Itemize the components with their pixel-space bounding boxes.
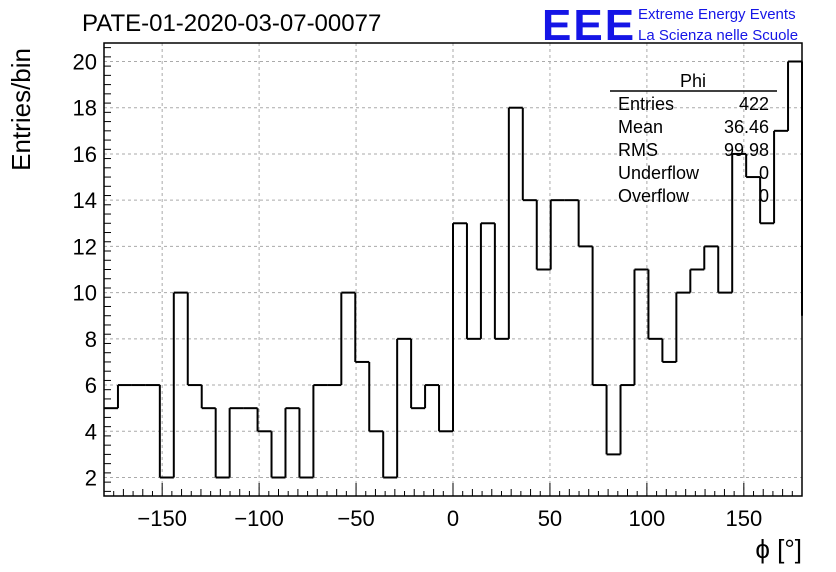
stats-value: 0 — [759, 163, 769, 183]
x-tick-label: −150 — [137, 506, 187, 531]
y-tick-label: 12 — [73, 234, 97, 259]
x-tick-label: 150 — [725, 506, 762, 531]
logo-line1: Extreme Energy Events — [638, 6, 796, 23]
y-tick-label: 6 — [85, 373, 97, 398]
x-tick-label: 50 — [538, 506, 562, 531]
stats-value: 422 — [739, 94, 769, 114]
y-tick-label: 20 — [73, 49, 97, 74]
x-tick-label: −50 — [337, 506, 374, 531]
stats-rows: Entries 422 Mean 36.46 RMS 99.98 Underflow 0 Ove… — [618, 94, 769, 206]
stats-value: 36.46 — [724, 117, 769, 137]
x-axis-title: ϕ [°] — [755, 534, 802, 564]
x-tick-label: 0 — [447, 506, 459, 531]
y-tick-label: 10 — [73, 281, 97, 306]
y-tick-label: 2 — [85, 466, 97, 491]
stats-label: Underflow — [618, 163, 700, 183]
stats-label: Entries — [618, 94, 674, 114]
chart-title: PATE-01-2020-03-07-00077 — [82, 10, 381, 37]
stats-box: Phi Entries 422 Mean 36.46 RMS 99.98 Underflow… — [610, 71, 777, 206]
x-tick-label: 100 — [629, 506, 666, 531]
logo-line2: La Scienza nelle Scuole — [638, 27, 798, 44]
y-tick-label: 18 — [73, 96, 97, 121]
y-tick-label: 4 — [85, 419, 97, 444]
x-tick-label: −100 — [234, 506, 284, 531]
axis-ticks — [104, 47, 793, 496]
stats-box-name: Phi — [680, 71, 706, 91]
histogram-series — [104, 60, 803, 479]
y-tick-label: 8 — [85, 327, 97, 352]
y-tick-label: 14 — [73, 188, 97, 213]
stats-label: RMS — [618, 140, 658, 160]
y-tick-label: 16 — [73, 142, 97, 167]
stats-value: 0 — [759, 186, 769, 206]
stats-label: Mean — [618, 117, 663, 137]
stats-label: Overflow — [618, 186, 690, 206]
logo: EEE Extreme Energy Events La Scienza nel… — [542, 1, 798, 50]
logo-mark: EEE — [542, 1, 636, 50]
y-axis-title: Entries/bin — [6, 48, 36, 171]
stats-value: 99.98 — [724, 140, 769, 160]
tick-labels: −150 −100 −50 0 50 100 150 2 4 6 8 10 12 14 16 18 20 — [73, 49, 763, 531]
